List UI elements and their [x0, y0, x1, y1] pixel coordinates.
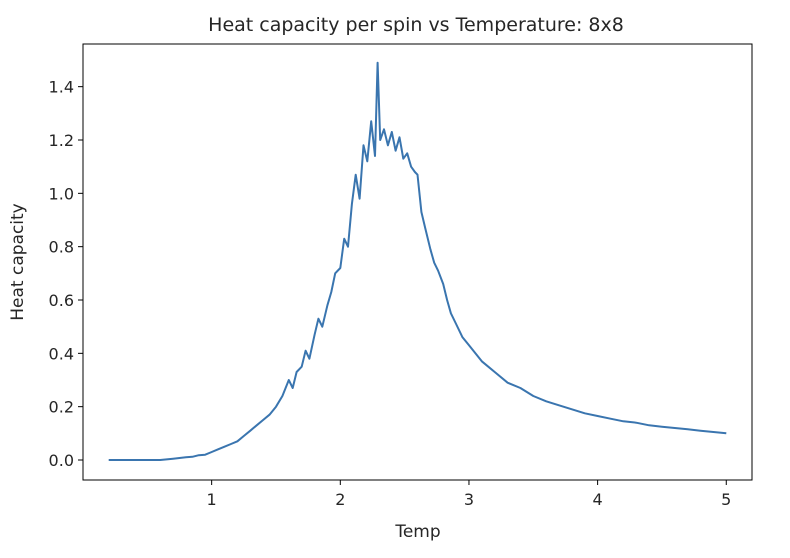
y-tick-label: 0.2	[49, 398, 74, 417]
y-tick-label: 0.6	[49, 291, 74, 310]
chart-title: Heat capacity per spin vs Temperature: 8…	[208, 14, 624, 36]
y-tick-label: 0.0	[49, 451, 74, 470]
y-tick-label: 1.4	[49, 78, 74, 97]
plot-frame	[82, 43, 753, 481]
x-tick-label: 3	[464, 490, 474, 509]
y-axis: 0.0 0.2 0.4 0.6 0.8 1.0 1.2 1.4	[49, 78, 83, 470]
series-line	[108, 61, 727, 461]
x-axis-label: Temp	[394, 522, 440, 542]
y-tick-label: 0.8	[49, 238, 74, 257]
y-tick-label: 0.4	[49, 344, 74, 363]
y-axis-label: Heat capacity	[8, 203, 28, 321]
x-tick-label: 2	[335, 490, 345, 509]
x-axis: 1 2 3 4 5	[207, 480, 731, 509]
plot-area	[108, 61, 727, 461]
x-tick-label: 4	[593, 490, 603, 509]
x-tick-label: 1	[207, 490, 217, 509]
x-tick-label: 5	[721, 490, 731, 509]
y-tick-label: 1.2	[49, 131, 74, 150]
y-tick-label: 1.0	[49, 184, 74, 203]
